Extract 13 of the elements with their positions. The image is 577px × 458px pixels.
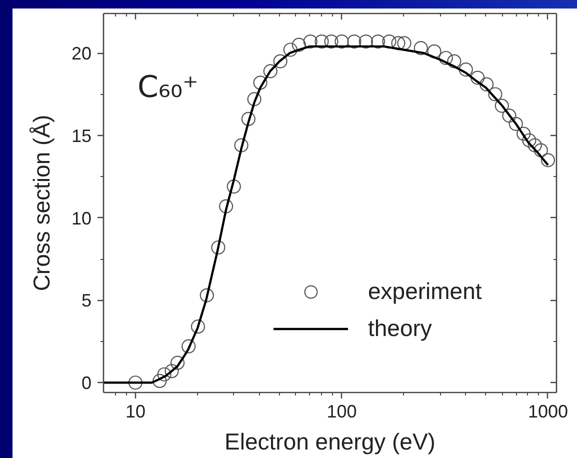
y-tick-label: 10 bbox=[71, 208, 92, 228]
y-tick-label: 20 bbox=[71, 44, 92, 64]
legend-label: theory bbox=[368, 315, 433, 342]
x-tick-label: 1000 bbox=[528, 402, 568, 422]
annotation: C₆₀⁺ bbox=[137, 70, 198, 105]
y-tick-label: 0 bbox=[81, 373, 92, 394]
y-tick-label: 15 bbox=[71, 126, 92, 146]
legend-label: experiment bbox=[368, 278, 483, 305]
y-tick-label: 5 bbox=[81, 290, 92, 311]
x-tick-label: 10 bbox=[125, 402, 146, 422]
y-axis-title: Cross section (Å) bbox=[28, 114, 54, 292]
x-axis-title: Electron energy (eV) bbox=[224, 428, 436, 454]
x-tick-label: 100 bbox=[326, 402, 357, 422]
